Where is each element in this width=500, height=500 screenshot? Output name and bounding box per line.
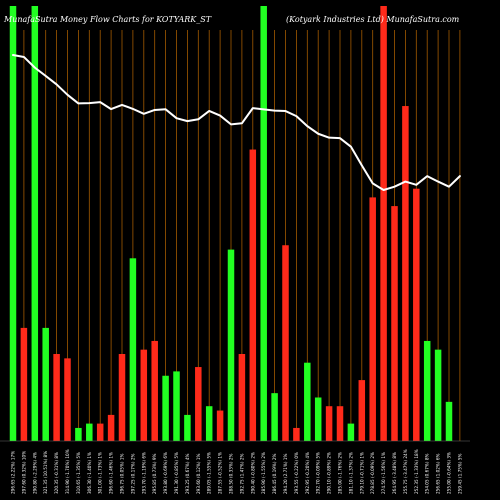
money-flow-bar xyxy=(140,349,148,441)
money-flow-bar xyxy=(205,406,213,441)
money-flow-bar xyxy=(402,106,409,442)
x-tick-label: 292.70 (-0.09%) 5% xyxy=(316,452,321,494)
money-flow-bar xyxy=(282,245,289,441)
x-tick-label: 295.85 (0.73%) 9% xyxy=(152,453,157,494)
x-tick-label: 293.70 (-1.19%) 6% xyxy=(141,452,146,494)
x-tick-label: 293.25 (0.67%) 4% xyxy=(185,453,190,494)
money-flow-bar xyxy=(162,375,169,441)
money-flow-bar xyxy=(358,380,366,441)
x-tick-label: 301.00 (-1.73%) 1% xyxy=(98,452,103,494)
x-tick-label: 281.10 (-1.37%) 2% xyxy=(348,452,353,494)
x-tick-label: 296.75 (0.05%) 1% xyxy=(120,453,125,494)
x-tick-label: 297.60 (0.32%) 10% xyxy=(21,451,26,494)
money-flow-bar xyxy=(173,371,180,441)
x-tick-label: 296.65 (2.22%) 17% xyxy=(11,451,16,494)
money-flow-bar xyxy=(369,197,376,441)
money-flow-bar xyxy=(413,188,420,441)
money-flow-bar xyxy=(118,354,126,441)
money-flow-bar xyxy=(423,340,431,441)
x-tick-label: 287.55 (-0.52%) 1% xyxy=(218,452,223,494)
x-tick-label: 286.45 (0.19%) 2% xyxy=(272,453,277,494)
x-tick-label: 291.30 (-0.85%) 5% xyxy=(174,452,179,494)
money-flow-bar xyxy=(434,349,442,441)
x-tick-label: 321.35 (10.51%) 8% xyxy=(43,451,48,494)
money-flow-bar xyxy=(249,149,257,442)
x-tick-label: 296.60 (-1.46%) 1% xyxy=(109,452,114,494)
x-tick-label: 279.10 (-0.71%) 1% xyxy=(359,452,364,494)
money-flow-bar xyxy=(314,397,322,441)
x-tick-label: 255.75 (-3.47%) 24% xyxy=(403,449,408,494)
x-tick-label: 252.35 (-1.33%) 18% xyxy=(414,449,419,494)
x-tick-label: 292.75 (1.47%) 2% xyxy=(239,453,244,494)
x-tick-label: 293.55 (-0.22%) 0% xyxy=(294,452,299,494)
money-flow-bar xyxy=(271,393,278,441)
money-flow-bar xyxy=(151,340,158,441)
money-flow-bar xyxy=(304,362,311,441)
money-flow-bar xyxy=(380,6,387,441)
x-tick-label: 254.05 (0.67%) 8% xyxy=(425,453,430,494)
money-flow-bar xyxy=(445,401,453,441)
x-tick-label: 288.50 (0.33%) 2% xyxy=(229,453,234,494)
money-flow-bar xyxy=(20,327,28,441)
x-tick-label: 278.85 (-0.09%) 2% xyxy=(370,452,375,494)
money-flow-bar xyxy=(107,414,115,441)
x-tick-label: 294.20 (2.71%) 1% xyxy=(283,453,288,494)
money-flow-bar xyxy=(184,414,191,441)
money-flow-bar xyxy=(42,327,49,441)
money-flow-bar xyxy=(227,249,235,441)
x-tick-label: 290.40 (-0.80%) 2% xyxy=(250,452,255,494)
money-flow-bar xyxy=(293,427,300,441)
x-tick-label: 285.90 (-1.55%) 2% xyxy=(261,452,266,494)
money-flow-bar xyxy=(96,423,104,441)
x-tick-label: 292.95 (-0.20%) 4% xyxy=(305,452,310,494)
x-tick-label: 290.80 (-2.29%) 4% xyxy=(32,452,37,494)
money-flow-bar xyxy=(53,354,60,441)
money-flow-bar xyxy=(31,6,39,441)
x-tick-label: 290.10 (-0.89%) 2% xyxy=(327,452,332,494)
money-flow-bar xyxy=(325,406,333,441)
x-tick-label: 274.50 (-1.56%) 1% xyxy=(381,452,386,494)
x-tick-label: 293.80 (-0.69%) 6% xyxy=(163,452,168,494)
money-flow-bar xyxy=(391,206,398,441)
x-tick-label: 289.05 (-1.55%) 5% xyxy=(207,452,212,494)
money-flow-bar xyxy=(347,423,355,441)
money-flow-bar xyxy=(129,258,137,441)
chart-title: MunafaSutra Money Flow Charts for KOTYAR… xyxy=(3,15,212,24)
money-flow-bar xyxy=(336,406,344,441)
bars xyxy=(9,6,453,442)
money-flow-bar xyxy=(260,6,267,441)
money-flow-bar xyxy=(9,6,17,441)
x-tick-label: 320.35 (-0.31%) 8% xyxy=(54,452,59,494)
money-flow-bar xyxy=(195,367,202,441)
x-tick-label: 255.00 (-0.64%) 3% xyxy=(447,452,452,494)
price-line-group xyxy=(12,54,461,191)
x-tick-label: 259.45 (1.75%) 5% xyxy=(457,453,462,494)
x-tick-label: 256.65 (1.02%) 6% xyxy=(436,453,441,494)
chart-subtitle: (Kotyark Industries Ltd) MunafaSutra.com xyxy=(286,15,460,24)
x-tick-label: 310.65 (-1.35%) 5% xyxy=(76,452,81,494)
money-flow-bar xyxy=(86,423,93,441)
x-tick-label: 285.00 (-1.76%) 2% xyxy=(338,452,343,494)
money-flow-bar xyxy=(75,427,82,441)
money-flow-bar xyxy=(64,358,71,441)
money-flow-bar xyxy=(238,354,246,441)
x-tick-label: 314.90 (-1.70%) 10% xyxy=(65,449,70,494)
x-tick-label: 306.30 (-1.40%) 1% xyxy=(87,452,92,494)
x-tick-labels: 296.65 (2.22%) 17% 297.60 (0.32%) 10% 290.… xyxy=(11,449,463,494)
money-flow-bar xyxy=(216,410,224,441)
x-tick-label: 293.60 (0.12%) 1% xyxy=(196,453,201,494)
price-line xyxy=(12,54,461,191)
x-tick-label: 264.95 (-3.48%) 8% xyxy=(392,452,397,494)
x-tick-label: 297.25 (0.17%) 2% xyxy=(130,453,135,494)
